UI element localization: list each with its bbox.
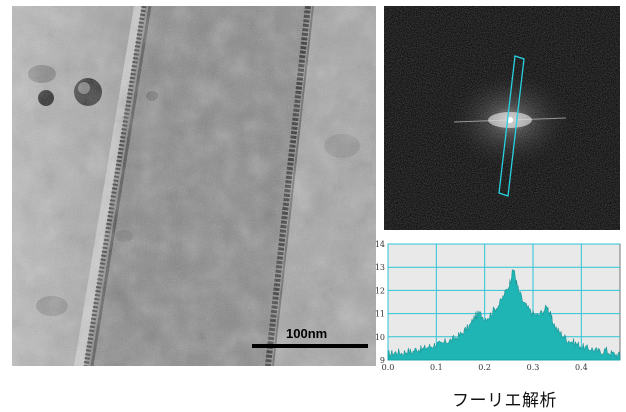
profile-series-0 [387, 269, 621, 361]
profile-chart-svg: 9 10 11 12 13 14 0.0 0.1 0.2 0.3 0.4 [375, 240, 621, 372]
y-tick-label: 12 [375, 286, 385, 295]
fft-roi-box[interactable] [498, 55, 525, 197]
tem-image-graphic [12, 6, 376, 366]
y-tick-label: 14 [375, 240, 385, 249]
caption: フーリエ解析 [452, 391, 557, 411]
fft-image [384, 6, 620, 230]
y-tick-label: 9 [380, 356, 385, 365]
intensity-profile-chart: 9 10 11 12 13 14 0.0 0.1 0.2 0.3 0.4 [364, 238, 626, 380]
scale-bar [252, 344, 368, 348]
y-tick-label: 10 [375, 333, 385, 342]
x-tick-label: 0.0 [382, 363, 395, 372]
x-tick-label: 0.3 [527, 363, 540, 372]
chart-series-area [387, 269, 621, 361]
x-tick-label: 0.2 [478, 363, 491, 372]
y-axis-ticks: 9 10 11 12 13 14 [375, 240, 385, 365]
tem-micrograph: 100nm [12, 6, 376, 366]
x-tick-label: 0.4 [575, 363, 588, 372]
y-tick-label: 13 [375, 263, 385, 272]
fft-pattern-graphic [384, 6, 620, 230]
scale-bar-label: 100nm [286, 326, 328, 341]
x-axis-ticks: 0.0 0.1 0.2 0.3 0.4 [382, 363, 588, 372]
x-tick-label: 0.1 [430, 363, 443, 372]
y-tick-label: 11 [375, 310, 385, 319]
